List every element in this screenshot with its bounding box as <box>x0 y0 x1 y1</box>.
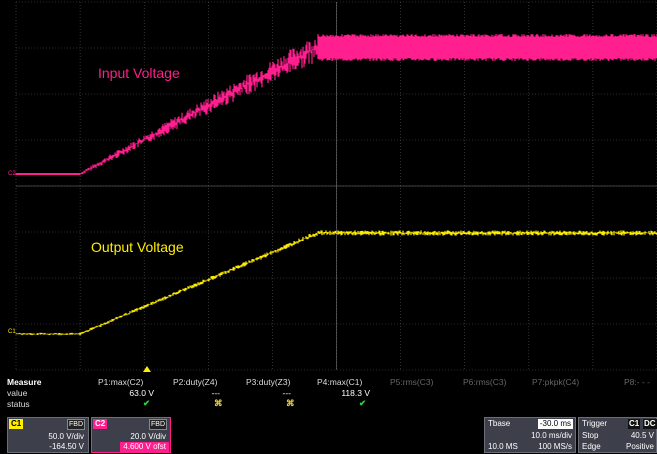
param-p1-status-icon: ✔ <box>143 398 151 408</box>
value-row-label: value <box>7 388 28 398</box>
trigger-position-marker[interactable] <box>143 366 151 372</box>
c2-vdiv: 20.0 V/div <box>130 432 166 441</box>
measure-header: Measure <box>7 377 42 387</box>
c1-vdiv: 50.0 V/div <box>48 432 84 441</box>
c2-ground-marker[interactable]: C2 <box>8 171 16 177</box>
trigger-mode: Stop <box>582 431 599 440</box>
param-p8-name[interactable]: P8:- - - <box>624 377 650 387</box>
measure-table: Measure value status P1:max(C2) 63.0 V ✔… <box>0 375 657 415</box>
c2-channel-descriptor[interactable]: C2 FBD 20.0 V/div 4.600 V ofst <box>91 417 171 453</box>
param-p4-name[interactable]: P4:max(C1) <box>317 377 363 387</box>
c1-tag: C1 <box>9 419 24 429</box>
trigger-slope: Positive <box>625 442 654 451</box>
timebase-samples: 10.0 MS <box>488 442 518 451</box>
trigger-label: Trigger <box>582 419 608 428</box>
param-p2-status-icon: ⌘ <box>214 398 223 408</box>
trigger-coupling: DC <box>643 419 657 429</box>
param-p4-status-icon: ✔ <box>359 398 367 408</box>
c1-ground-marker[interactable]: C1 <box>8 329 16 335</box>
trigger-source: C1 <box>628 419 641 429</box>
timebase-tdiv: 10.0 ms/div <box>531 431 572 440</box>
c1-channel-descriptor[interactable]: C1 FBD 50.0 V/div -164.50 V <box>7 417 89 453</box>
c2-fbd-flags: FBD <box>149 419 167 430</box>
c2-tag: C2 <box>93 419 108 429</box>
c2-waveform-trace <box>15 34 657 176</box>
timebase-label: Tbase <box>488 419 511 428</box>
param-p1-value: 63.0 V <box>129 388 154 398</box>
output-voltage-label: Output Voltage <box>91 239 184 255</box>
status-row-label: status <box>7 399 30 409</box>
param-p2-value: --- <box>211 388 221 398</box>
param-p1-name[interactable]: P1:max(C2) <box>98 377 144 387</box>
timebase-descriptor[interactable]: Tbase -30.0 ms 10.0 ms/div 10.0 MS 100 M… <box>484 417 576 453</box>
param-p2-name[interactable]: P2:duty(Z4) <box>173 377 218 387</box>
c2-offset: 4.600 V ofst <box>120 442 169 452</box>
trigger-level: 40.5 V <box>630 431 654 440</box>
param-p3-value: --- <box>282 388 292 398</box>
param-p3-status-icon: ⌘ <box>286 398 295 408</box>
input-voltage-label: Input Voltage <box>98 65 180 81</box>
waveform-grid: Input Voltage Output Voltage C2 C1 <box>8 1 657 372</box>
param-p5-name[interactable]: P5:rms(C3) <box>390 377 434 387</box>
timebase-delay: -30.0 ms <box>537 419 573 429</box>
timebase-rate: 100 MS/s <box>538 442 572 451</box>
param-p3-name[interactable]: P3:duty(Z3) <box>246 377 291 387</box>
c1-offset: -164.50 V <box>49 442 84 451</box>
c1-waveform-trace <box>15 230 657 336</box>
param-p4-value: 118.3 V <box>341 388 370 398</box>
c1-fbd-flags: FBD <box>67 419 85 430</box>
trigger-type: Edge <box>582 442 601 451</box>
param-p6-name[interactable]: P6:rms(C3) <box>463 377 507 387</box>
trigger-descriptor[interactable]: Trigger C1 DC Stop 40.5 V Edge Positive <box>578 417 657 453</box>
param-p7-name[interactable]: P7:pkpk(C4) <box>532 377 580 387</box>
